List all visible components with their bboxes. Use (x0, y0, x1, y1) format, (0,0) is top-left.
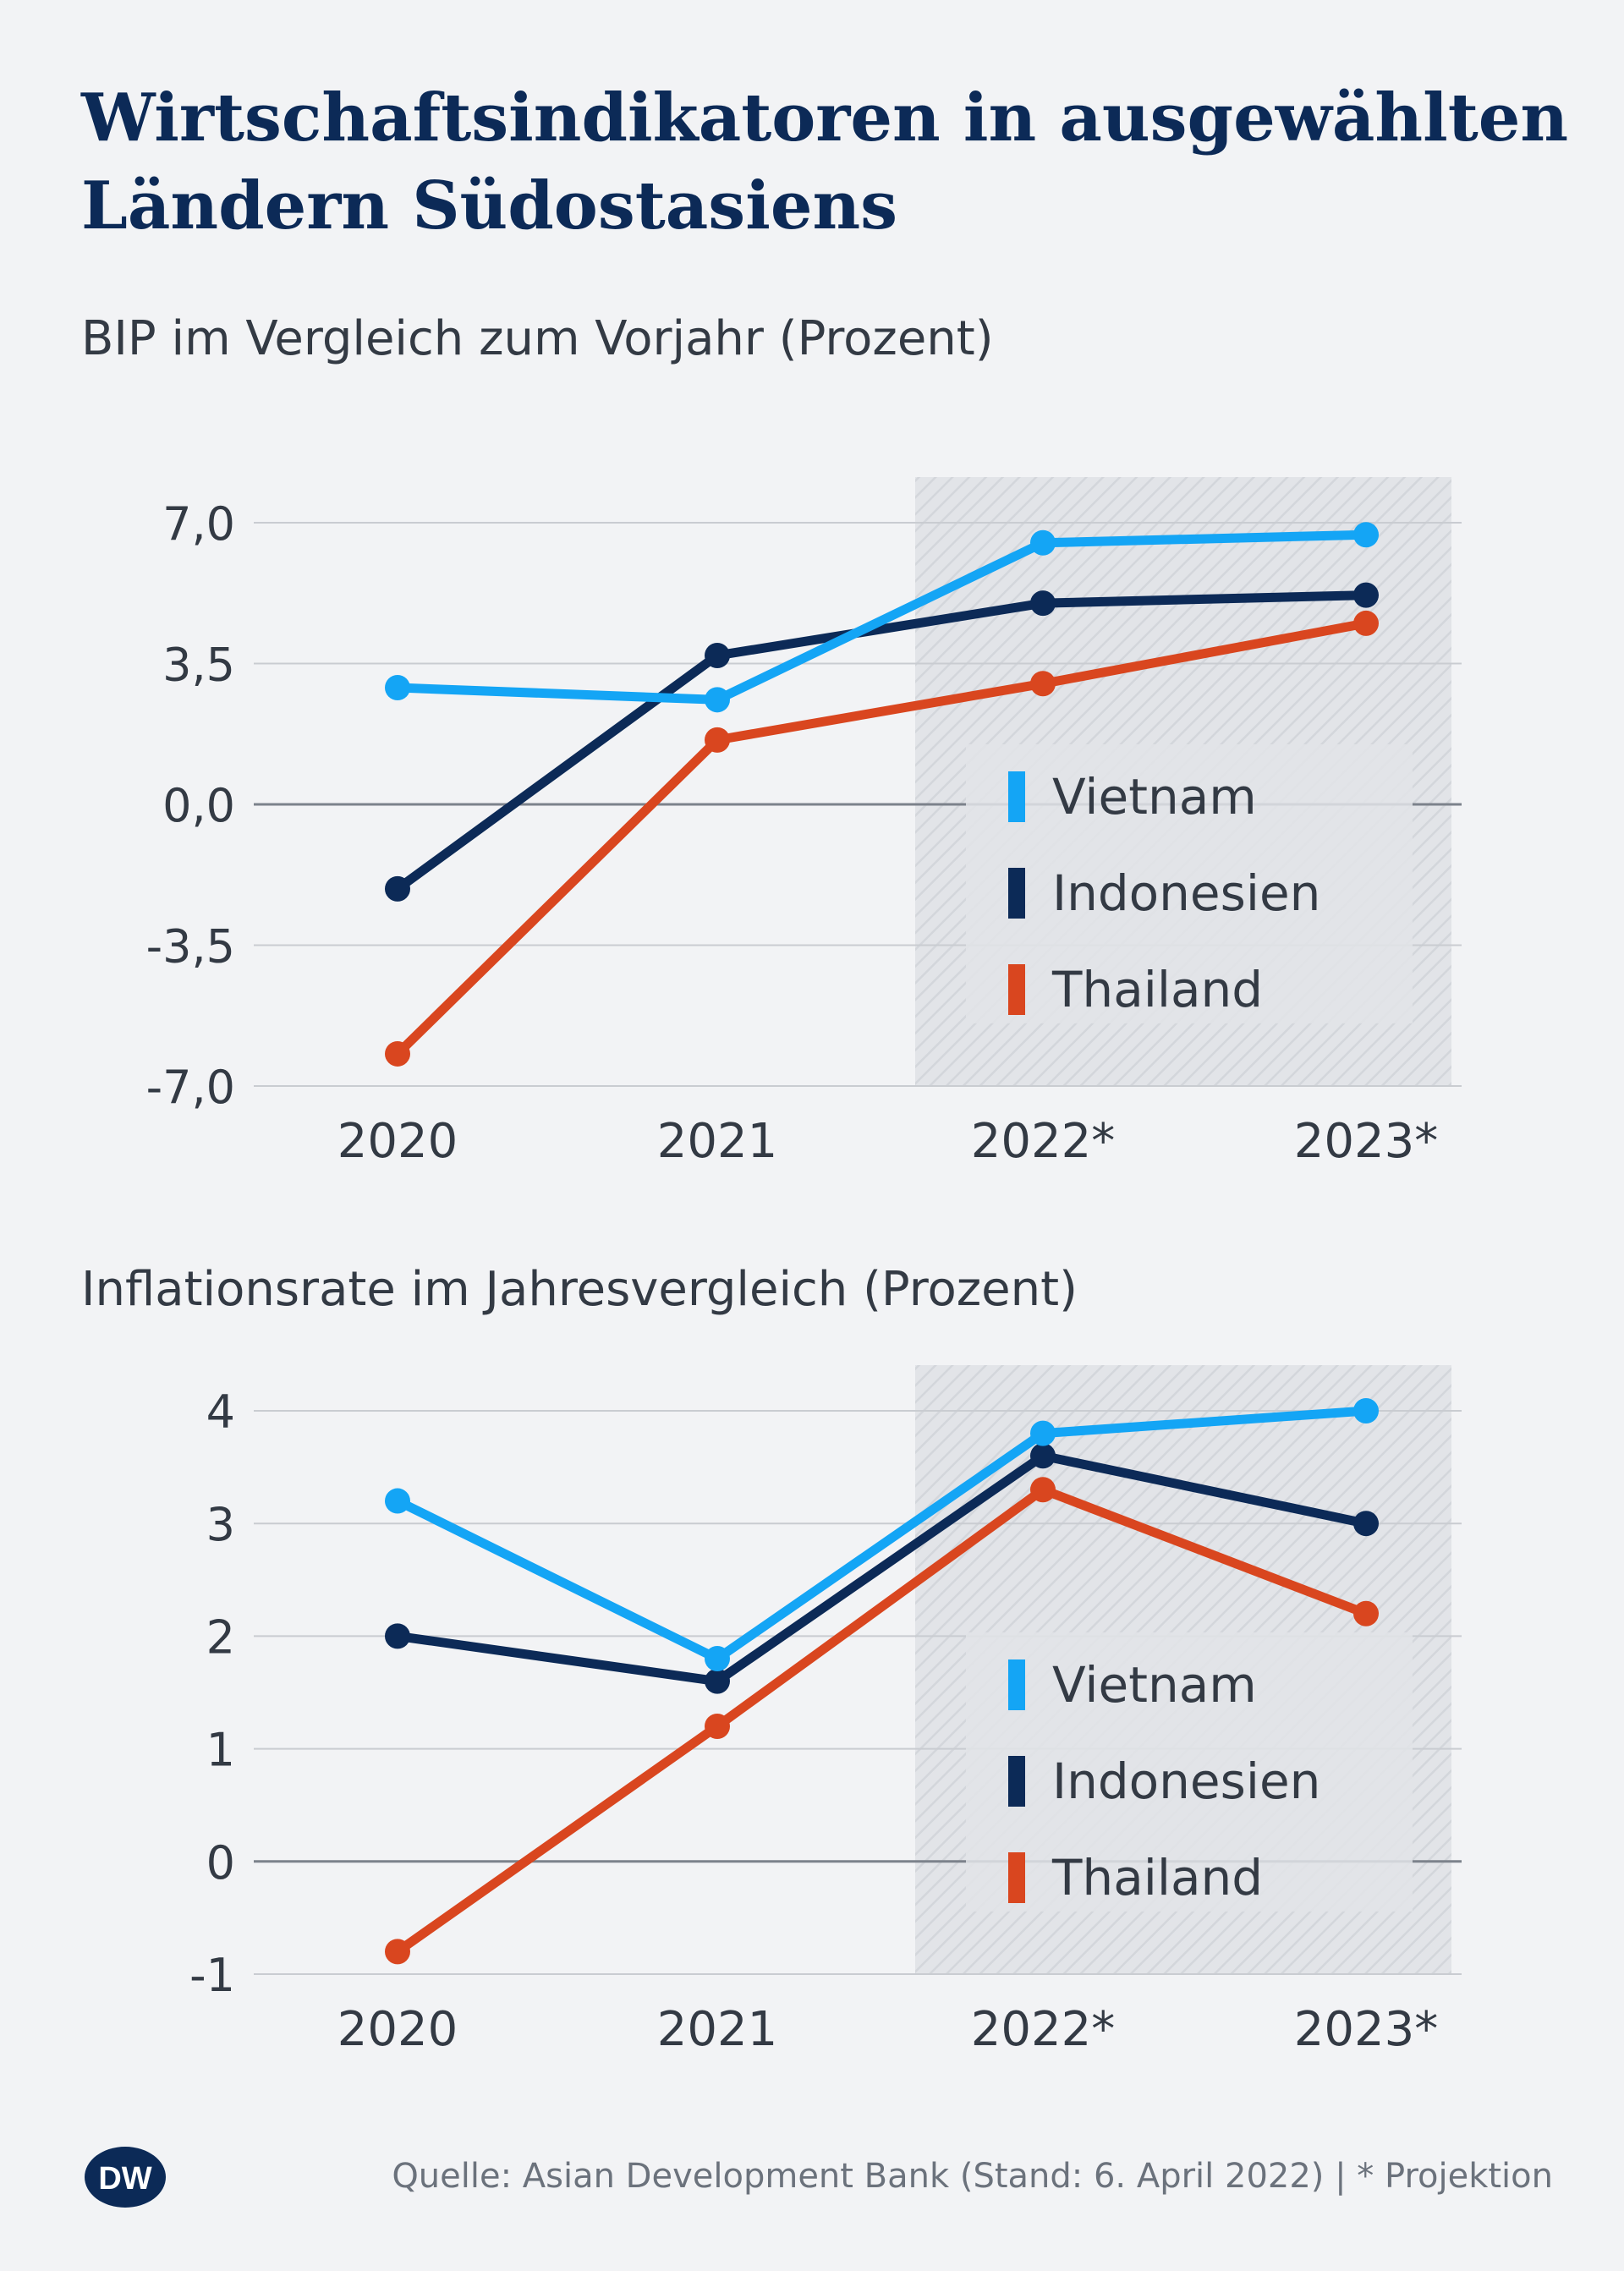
inflation-line-chart: 4 3 2 1 0 -1 2020 2021 2022* 2023* Vietnam Indonesi… (189, 1365, 1462, 2057)
legend-background (966, 1632, 1413, 1912)
x-tick-label: 2023* (1294, 2002, 1439, 2057)
y-tick-label: 0,0 (162, 779, 235, 832)
legend-label-indonesien: Indonesien (1052, 864, 1320, 922)
legend-swatch-thailand (1008, 1852, 1025, 1903)
page-title: Wirtschaftsindikatoren in ausgewählten L… (81, 80, 1569, 244)
data-point-vietnam (385, 675, 410, 701)
data-point-thailand (1030, 1477, 1056, 1503)
x-tick-label: 2020 (337, 1114, 458, 1169)
inflation-chart-subtitle: Inflationsrate im Jahresvergleich (Proze… (81, 1262, 1078, 1317)
x-tick-label: 2022* (971, 1114, 1116, 1169)
data-point-thailand (1353, 610, 1379, 636)
gdp-chart-subtitle: BIP im Vergleich zum Vorjahr (Prozent) (81, 311, 994, 366)
y-tick-label: 2 (206, 1610, 235, 1664)
data-point-indonesien (1353, 1511, 1379, 1537)
data-point-thailand (1353, 1600, 1379, 1626)
data-point-indonesien (385, 875, 410, 902)
dw-logo-text: DW (98, 2161, 151, 2197)
legend-label-vietnam: Vietnam (1052, 768, 1257, 826)
data-point-vietnam (1353, 1398, 1379, 1423)
source-note: Quelle: Asian Development Bank (Stand: 6… (392, 2157, 1553, 2196)
y-tick-label: 1 (206, 1724, 235, 1777)
data-point-thailand (1030, 671, 1056, 697)
data-point-vietnam (1030, 529, 1056, 556)
x-tick-label: 2022* (971, 2002, 1116, 2057)
legend-swatch-indonesien (1008, 1756, 1025, 1807)
data-point-indonesien (705, 642, 730, 668)
series-line-vietnam (392, 529, 1371, 705)
data-point-indonesien (1353, 582, 1379, 608)
legend-label-thailand: Thailand (1051, 961, 1263, 1018)
series-line-thailand (392, 1484, 1371, 1956)
dw-logo-icon: DW (85, 2147, 166, 2208)
x-tick-label: 2023* (1294, 1114, 1439, 1169)
y-tick-label: -3,5 (146, 920, 235, 974)
legend-label-vietnam: Vietnam (1052, 1656, 1257, 1714)
y-tick-label: -7,0 (146, 1061, 235, 1114)
data-point-vietnam (385, 1488, 410, 1514)
data-point-vietnam (705, 1646, 730, 1672)
y-tick-label: 0 (206, 1836, 235, 1890)
data-point-thailand (705, 727, 730, 753)
data-point-indonesien (1030, 1443, 1056, 1469)
legend-swatch-thailand (1008, 964, 1025, 1015)
y-tick-label: 4 (206, 1385, 235, 1439)
legend-swatch-vietnam (1008, 771, 1025, 822)
legend: Vietnam Indonesien Thailand (966, 744, 1413, 1023)
legend-swatch-indonesien (1008, 868, 1025, 919)
data-point-indonesien (385, 1623, 410, 1649)
y-tick-label: 3 (206, 1498, 235, 1551)
series-line-vietnam (392, 1406, 1371, 1664)
legend-label-indonesien: Indonesien (1052, 1753, 1320, 1810)
footer: DW Quelle: Asian Development Bank (Stand… (81, 2142, 1553, 2213)
series-line-indonesien (392, 590, 1371, 894)
series-line-indonesien (392, 1451, 1371, 1687)
x-tick-label: 2021 (657, 1114, 778, 1169)
data-point-vietnam (705, 687, 730, 713)
legend: Vietnam Indonesien Thailand (966, 1632, 1413, 1912)
x-tick-label: 2020 (337, 2002, 458, 2057)
data-point-thailand (385, 1040, 410, 1067)
series-line-thailand (392, 618, 1371, 1059)
data-point-thailand (705, 1713, 730, 1739)
y-tick-label: 3,5 (162, 639, 235, 692)
y-tick-label: 7,0 (162, 497, 235, 551)
gdp-line-chart: 7,0 3,5 0,0 -3,5 -7,0 2020 2021 2022* 2023* Vietn… (146, 477, 1462, 1169)
legend-background (966, 744, 1413, 1023)
x-tick-label: 2021 (657, 2002, 778, 2057)
legend-label-thailand: Thailand (1051, 1849, 1263, 1906)
data-point-thailand (385, 1939, 410, 1965)
data-point-indonesien (705, 1668, 730, 1694)
y-tick-label: -1 (189, 1949, 235, 2002)
data-point-vietnam (1353, 522, 1379, 548)
data-point-indonesien (1030, 590, 1056, 617)
legend-swatch-vietnam (1008, 1659, 1025, 1710)
data-point-vietnam (1030, 1420, 1056, 1446)
